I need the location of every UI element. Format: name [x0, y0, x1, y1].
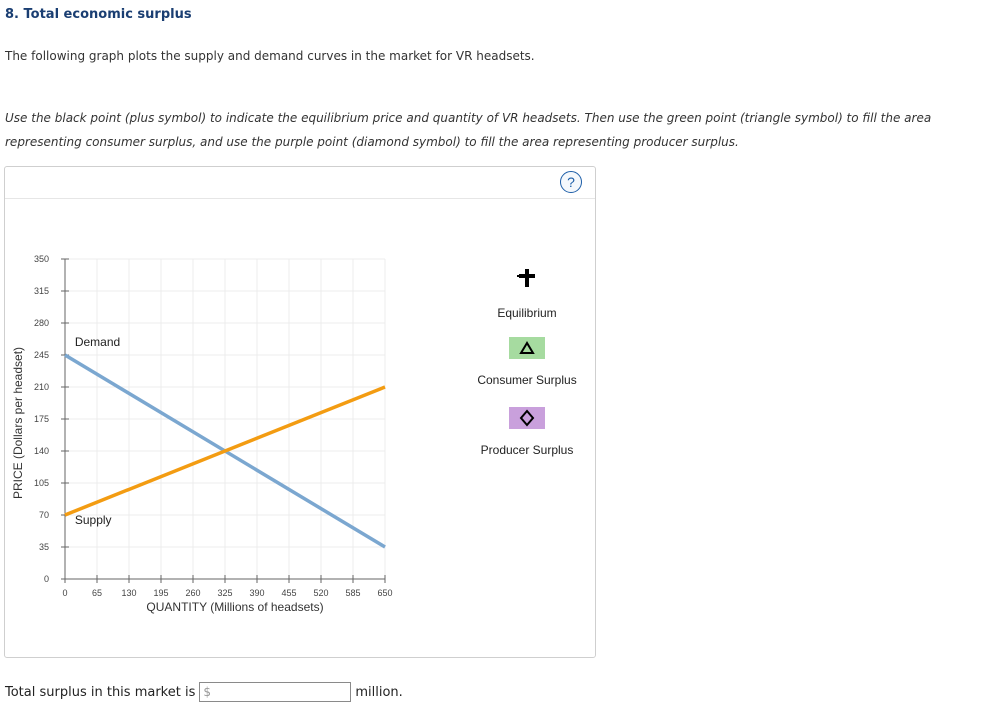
- y-tick-label: 280: [34, 318, 49, 328]
- question-title: 8. Total economic surplus: [5, 7, 192, 22]
- equilibrium-tool-label: Equilibrium: [497, 306, 557, 320]
- x-tick-label: 520: [313, 588, 328, 598]
- diamond-icon[interactable]: [509, 407, 545, 429]
- answer-row: Total surplus in this market is $ millio…: [5, 682, 403, 702]
- help-button[interactable]: ?: [560, 171, 582, 193]
- x-tick-label: 130: [121, 588, 136, 598]
- chart-series: [64, 353, 386, 549]
- answer-prefix: Total surplus in this market is: [5, 684, 196, 700]
- y-tick-label: 350: [34, 254, 49, 264]
- plus-icon[interactable]: [517, 267, 537, 287]
- answer-suffix: million.: [355, 684, 403, 700]
- demand-curve-label: Demand: [75, 335, 120, 349]
- consumer-surplus-tool[interactable]: Consumer Surplus: [462, 337, 592, 387]
- y-tick-label: 315: [34, 286, 49, 296]
- x-tick-label: 195: [153, 588, 168, 598]
- chart-axes: 0 35 70 105 140 175 210 245 280 315 350 0 65 130 195 26…: [34, 254, 393, 598]
- y-axis-title: PRICE (Dollars per headset): [11, 347, 25, 499]
- y-tick-label: 0: [44, 574, 49, 584]
- supply-curve-label: Supply: [75, 513, 112, 527]
- equilibrium-tool[interactable]: Equilibrium: [462, 267, 592, 320]
- triangle-icon[interactable]: [509, 337, 545, 359]
- y-tick-label: 70: [39, 510, 49, 520]
- question-intro: The following graph plots the supply and…: [5, 49, 535, 63]
- panel-toolbar: [5, 167, 595, 199]
- y-tick-label: 175: [34, 414, 49, 424]
- x-tick-label: 585: [345, 588, 360, 598]
- supply-curve: [64, 385, 386, 517]
- x-tick-label: 650: [377, 588, 392, 598]
- x-tick-label: 260: [185, 588, 200, 598]
- y-tick-label: 245: [34, 350, 49, 360]
- y-tick-label: 35: [39, 542, 49, 552]
- x-tick-label: 390: [249, 588, 264, 598]
- total-surplus-input[interactable]: [211, 684, 350, 700]
- chart-labels: QUANTITY (Millions of headsets) PRICE (Do…: [11, 335, 324, 614]
- question-instructions: Use the black point (plus symbol) to ind…: [5, 111, 932, 149]
- currency-symbol: $: [203, 685, 211, 699]
- x-tick-label: 325: [217, 588, 232, 598]
- producer-surplus-tool[interactable]: Producer Surplus: [462, 407, 592, 457]
- total-surplus-field[interactable]: $: [199, 682, 352, 702]
- x-tick-label: 455: [281, 588, 296, 598]
- x-axis-title: QUANTITY (Millions of headsets): [146, 600, 323, 614]
- producer-surplus-tool-label: Producer Surplus: [480, 443, 574, 457]
- y-tick-label: 210: [34, 382, 49, 392]
- x-tick-label: 65: [92, 588, 102, 598]
- x-tick-label: 0: [62, 588, 67, 598]
- supply-demand-chart[interactable]: 0 35 70 105 140 175 210 245 280 315 350 0 65 130 195 26…: [5, 167, 595, 657]
- chart-grid: [64, 258, 386, 580]
- graph-panel: ? 0 35 70 105 140 175 210 245 280 315 350 0 65 130 195…: [4, 166, 596, 658]
- consumer-surplus-tool-label: Consumer Surplus: [477, 373, 577, 387]
- y-tick-label: 105: [34, 478, 49, 488]
- y-tick-label: 140: [34, 446, 49, 456]
